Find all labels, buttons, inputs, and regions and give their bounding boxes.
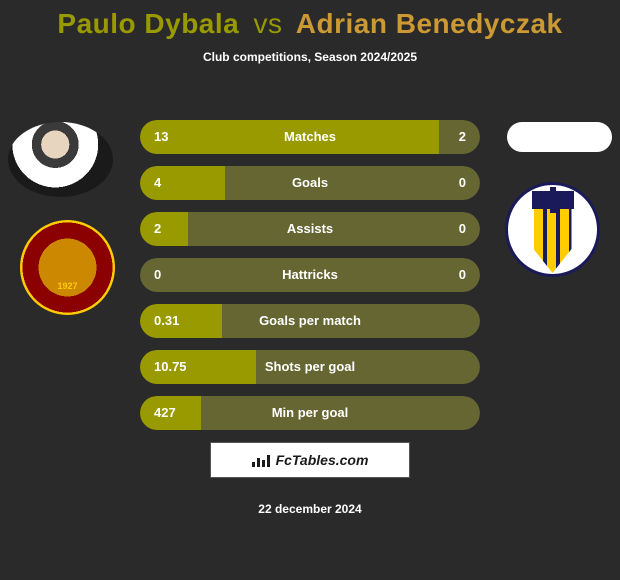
subtitle: Club competitions, Season 2024/2025 xyxy=(0,50,620,64)
stat-row: 4 Goals 0 xyxy=(140,166,480,200)
player1-avatar xyxy=(8,122,113,197)
footer-date: 22 december 2024 xyxy=(0,502,620,516)
player2-avatar xyxy=(507,122,612,152)
comparison-title: Paulo Dybala vs Adrian Benedyczak xyxy=(0,0,620,40)
brand-logo: FcTables.com xyxy=(210,442,410,478)
player1-club-crest xyxy=(20,220,115,315)
stat-row: 10.75 Shots per goal xyxy=(140,350,480,384)
chart-icon xyxy=(252,453,270,467)
stat-row: 0.31 Goals per match xyxy=(140,304,480,338)
stat-row: 2 Assists 0 xyxy=(140,212,480,246)
stat-row: 0 Hattricks 0 xyxy=(140,258,480,292)
stats-container: 13 Matches 2 4 Goals 0 2 Assists 0 0 Hat… xyxy=(140,120,480,442)
player1-name: Paulo Dybala xyxy=(57,8,239,39)
stat-row: 427 Min per goal xyxy=(140,396,480,430)
stat-label: Matches xyxy=(140,120,480,154)
player2-club-crest xyxy=(505,182,600,277)
brand-text: FcTables.com xyxy=(276,452,369,468)
stat-value-p2: 2 xyxy=(459,120,466,154)
stat-row: 13 Matches 2 xyxy=(140,120,480,154)
vs-text: vs xyxy=(254,8,283,39)
player2-name: Adrian Benedyczak xyxy=(296,8,563,39)
